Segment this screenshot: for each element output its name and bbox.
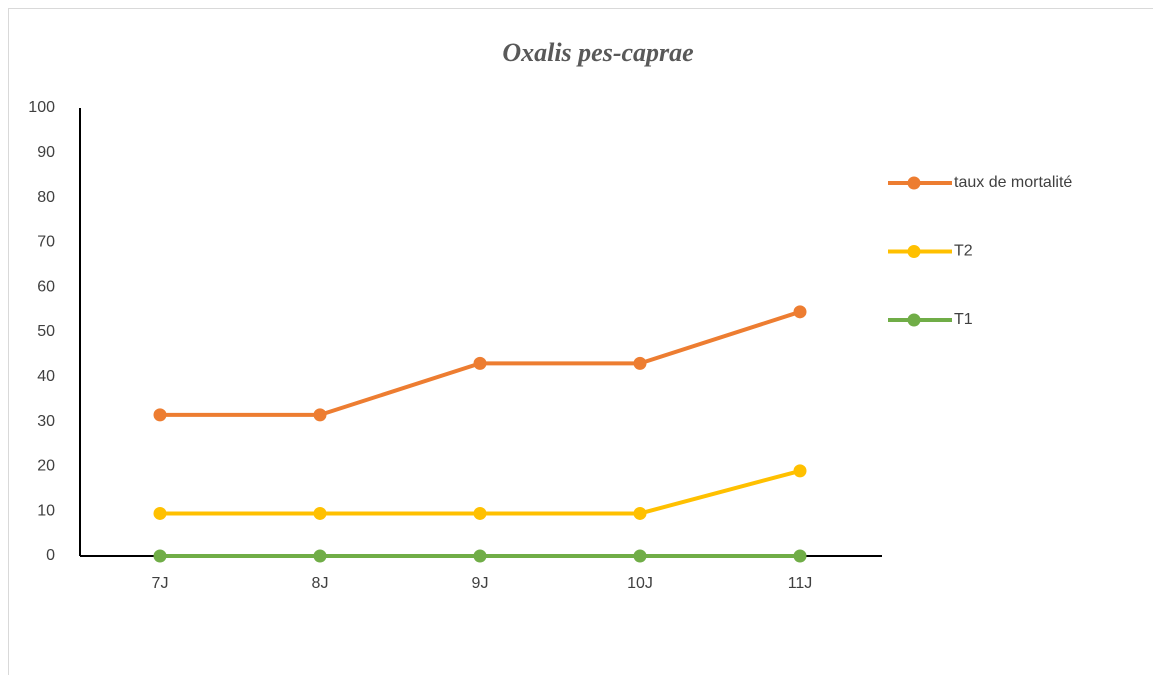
point xyxy=(793,464,807,478)
point xyxy=(633,506,647,520)
legend-marker xyxy=(907,245,921,258)
legend-marker xyxy=(907,313,921,327)
y-tick-label: 0 xyxy=(46,547,55,564)
point xyxy=(793,305,807,319)
x-tick-label: 7J xyxy=(152,575,169,592)
y-tick-label: 80 xyxy=(37,189,55,206)
x-tick-label: 10J xyxy=(627,575,653,592)
point xyxy=(473,356,487,370)
y-tick-label: 30 xyxy=(37,413,55,430)
point xyxy=(473,549,487,563)
point xyxy=(153,506,167,520)
legend-label: T2 xyxy=(954,243,973,260)
point xyxy=(633,549,647,563)
legend-marker xyxy=(907,176,921,190)
point xyxy=(313,408,327,422)
y-tick-label: 90 xyxy=(37,144,55,161)
y-tick-label: 60 xyxy=(37,278,55,295)
x-tick-label: 11J xyxy=(788,575,813,592)
chart-title: Oxalis pes-caprae xyxy=(502,38,693,67)
x-tick-label: 8J xyxy=(312,575,329,592)
y-tick-label: 20 xyxy=(37,458,55,475)
chart-border xyxy=(8,8,1153,675)
point xyxy=(153,549,167,563)
point xyxy=(153,408,167,422)
y-tick-label: 70 xyxy=(37,234,55,251)
point xyxy=(793,549,807,563)
x-tick-label: 9J xyxy=(472,575,489,592)
y-tick-label: 50 xyxy=(37,323,55,340)
y-tick-label: 10 xyxy=(37,502,55,519)
point xyxy=(313,549,327,563)
y-tick-label: 100 xyxy=(28,99,55,116)
point xyxy=(313,506,327,520)
legend-label: T1 xyxy=(954,311,973,328)
point xyxy=(633,356,647,370)
legend-label: taux de mortalité xyxy=(954,174,1072,191)
y-tick-label: 40 xyxy=(37,368,55,385)
point xyxy=(473,506,487,520)
